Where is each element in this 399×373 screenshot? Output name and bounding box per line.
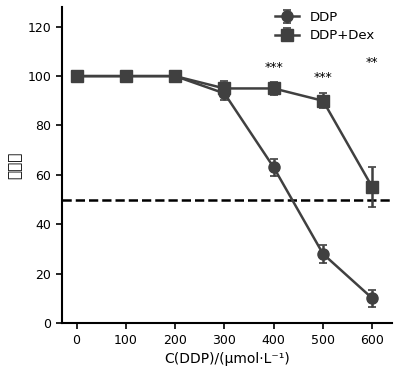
X-axis label: C(DDP)/(μmol·L⁻¹): C(DDP)/(μmol·L⁻¹) <box>164 352 290 366</box>
Text: **: ** <box>366 56 379 69</box>
Legend: DDP, DDP+Dex: DDP, DDP+Dex <box>271 7 379 46</box>
Text: ***: *** <box>265 61 283 73</box>
Y-axis label: 存活率: 存活率 <box>7 151 22 179</box>
Text: ***: *** <box>314 70 332 84</box>
